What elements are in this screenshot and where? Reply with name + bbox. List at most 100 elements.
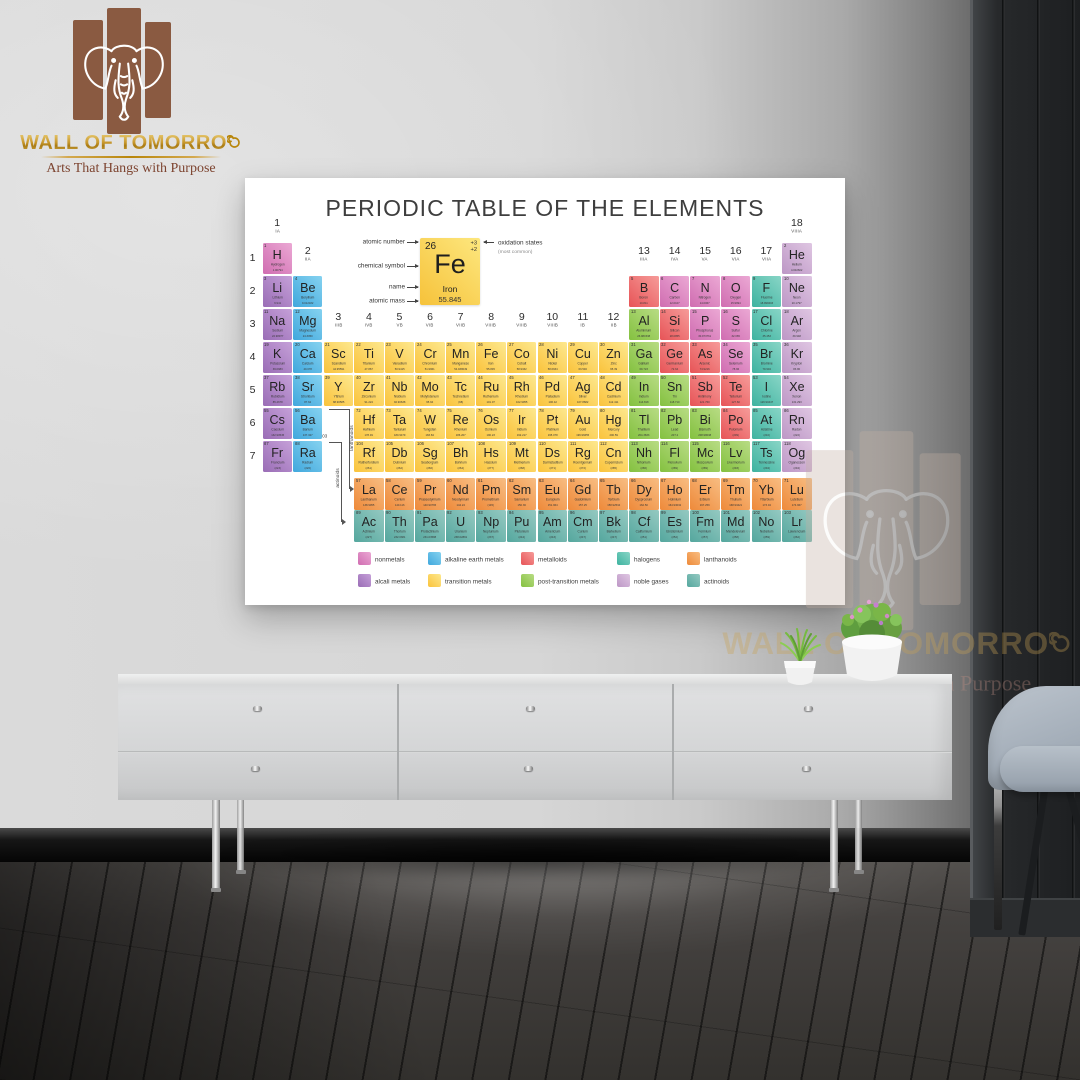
element-cell: 82 Pb Lead 207.2: [659, 407, 690, 440]
key-label-oxidation-states: oxidation states: [498, 239, 543, 247]
element-cell: 3 Li Lithium 6.941: [262, 275, 292, 308]
group-label: 3 IIIB: [334, 311, 343, 328]
legend-swatch: [428, 574, 441, 587]
key-label-chemical-symbol: chemical symbol: [357, 262, 405, 270]
periodic-table: atomic number chemical symbol name atomi…: [245, 178, 845, 605]
element-cell: 5 B Boron 10.811: [629, 275, 659, 308]
drawer-knob: [802, 766, 811, 771]
element-cell: 19 K Potassium 39.0983: [262, 341, 292, 374]
drawer-divider: [397, 684, 399, 800]
element-cell: 107 Bh Bohrium (264): [445, 440, 476, 473]
legend-label: alcali metals: [375, 578, 411, 586]
drawer-knob: [251, 766, 260, 771]
legend-label: lanthanoids: [704, 556, 737, 564]
legend-label: actinoids: [704, 578, 730, 586]
group-label: 2 IIA: [304, 245, 311, 262]
spiral-swirl-icon: [1047, 631, 1070, 653]
panel-groove: [1037, 0, 1040, 935]
drawer-knob: [253, 706, 262, 711]
element-cell: 43 Tc Technetium (98): [445, 374, 476, 407]
period-label: 1: [249, 251, 256, 264]
key-element-box: 26 +3 +2 Fe Iron 55.845: [420, 238, 480, 305]
drawer-seam: [118, 751, 952, 753]
element-cell: 70 Yb Ytterbium 173.04: [751, 478, 781, 510]
element-cell: 90 Th Thorium 232.0381: [384, 510, 415, 542]
brand-name: WALL OF TOMORRO: [6, 132, 256, 155]
element-cell: 11 Na Sodium 22.98977: [262, 308, 292, 341]
group-label: 9 VIIIB: [516, 311, 528, 328]
period-label: 5: [249, 383, 256, 396]
grass-plant: [780, 628, 821, 685]
element-cell: 67 Ho Holmium 164.93032: [659, 478, 690, 510]
legend-swatch: [521, 574, 534, 587]
element-cell: 68 Er Erbium 167.259: [690, 478, 720, 510]
arrow-right-icon: [342, 519, 346, 525]
chair-seat: [1000, 746, 1080, 792]
element-cell: 80 Hg Mercury 200.59: [598, 407, 629, 440]
legend-swatch: [617, 574, 630, 587]
element-cell: 6 C Carbon 12.0107: [659, 275, 690, 308]
group-label: 8 VIIIB: [485, 311, 497, 328]
connector-line: [341, 442, 342, 522]
element-cell: 8 O Oxygen 15.9994: [721, 275, 751, 308]
sideboard-leg: [236, 800, 246, 874]
element-cell: 83 Bi Bismuth 208.98038: [690, 407, 720, 440]
element-cell: 61 Pm Promethium (145): [476, 478, 506, 510]
logo-panel: [107, 8, 141, 134]
element-cell: 115 Mc Moscovium (289): [690, 440, 720, 473]
brand-tagline: Arts That Hangs with Purpose: [46, 161, 216, 176]
element-cell: 22 Ti Titanium 47.867: [354, 341, 384, 374]
element-cell: 94 Pu Plutonium (244): [507, 510, 537, 542]
element-cell: 50 Sn Tin 118.710: [659, 374, 690, 407]
element-cell: 104 Rf Rutherfordium (261): [354, 440, 384, 473]
element-cell: 63 Eu Europium 151.964: [537, 478, 568, 510]
actinoids-series-label: actinoids: [334, 468, 341, 488]
period-label: 7: [249, 449, 256, 462]
element-cell: 60 Nd Neodymium 144.24: [445, 478, 476, 510]
key-oxidation-states: +3 +2: [470, 239, 477, 253]
element-cell: 71 Lu Lutetium 174.967: [782, 478, 812, 510]
group-label: 12 IIB: [607, 311, 620, 328]
element-cell: 117 Ts Tennessine (294): [751, 440, 781, 473]
group-label: 5 VB: [396, 311, 403, 328]
element-cell: 45 Rh Rhodium 102.9055: [507, 374, 537, 407]
legend-swatch: [687, 574, 700, 587]
element-cell: 25 Mn Manganese 54.938049: [445, 341, 476, 374]
group-label: 17 VIIA: [760, 245, 773, 262]
key-symbol: Fe: [434, 249, 466, 279]
element-cell: 18 Ar Argon 39.948: [782, 308, 812, 341]
period-label: 4: [249, 350, 256, 363]
element-cell: 38 Sr Strontium 87.62: [293, 374, 323, 407]
group-label: 10 VIIIB: [546, 311, 559, 328]
logo-panel: [73, 20, 103, 120]
element-cell: 93 Np Neptunium (237): [476, 510, 506, 542]
legend-swatch: [358, 574, 371, 587]
group-label: 15 VA: [699, 245, 711, 262]
element-cell: 1 H Hydrogen 1.00794: [262, 242, 292, 275]
element-cell: 97 Bk Berkelium (247): [598, 510, 629, 542]
group-label: 13 IIIA: [638, 245, 650, 262]
element-cell: 113 Nh Nihonium (286): [629, 440, 659, 473]
element-cell: 62 Sm Samarium 150.36: [507, 478, 537, 510]
arrow-right-icon: [350, 486, 354, 492]
element-cell: 15 P Phosphorus 30.973761: [690, 308, 720, 341]
element-cell: 87 Fr Francium (223): [262, 440, 292, 473]
element-cell: 59 Pr Praseodymium 140.90765: [415, 478, 445, 510]
element-cell: 4 Be Beryllium 9.012182: [293, 275, 323, 308]
element-cell: 35 Br Bromine 79.904: [751, 341, 781, 374]
arrow-left-icon: [483, 240, 494, 244]
element-cell: 95 Am Americium (243): [537, 510, 568, 542]
element-cell: 57 La Lanthanum 138.9055: [354, 478, 384, 510]
element-cell: 56 Ba Barium 137.327: [293, 407, 323, 440]
legend-swatch: [521, 552, 534, 565]
element-cell: 47 Ag Silver 107.8682: [568, 374, 598, 407]
legend-swatch: [358, 552, 371, 565]
element-cell: 52 Te Tellurium 127.60: [721, 374, 751, 407]
legend-label: halogens: [634, 556, 660, 564]
element-cell: 53 I Iodine 126.90447: [751, 374, 781, 407]
panel-groove: [1002, 0, 1005, 935]
connector-line: [329, 442, 341, 443]
element-cell: 86 Rn Radon (222): [782, 407, 812, 440]
element-cell: 98 Cf Californium (251): [629, 510, 659, 542]
spiral-swirl-icon: [225, 134, 240, 148]
